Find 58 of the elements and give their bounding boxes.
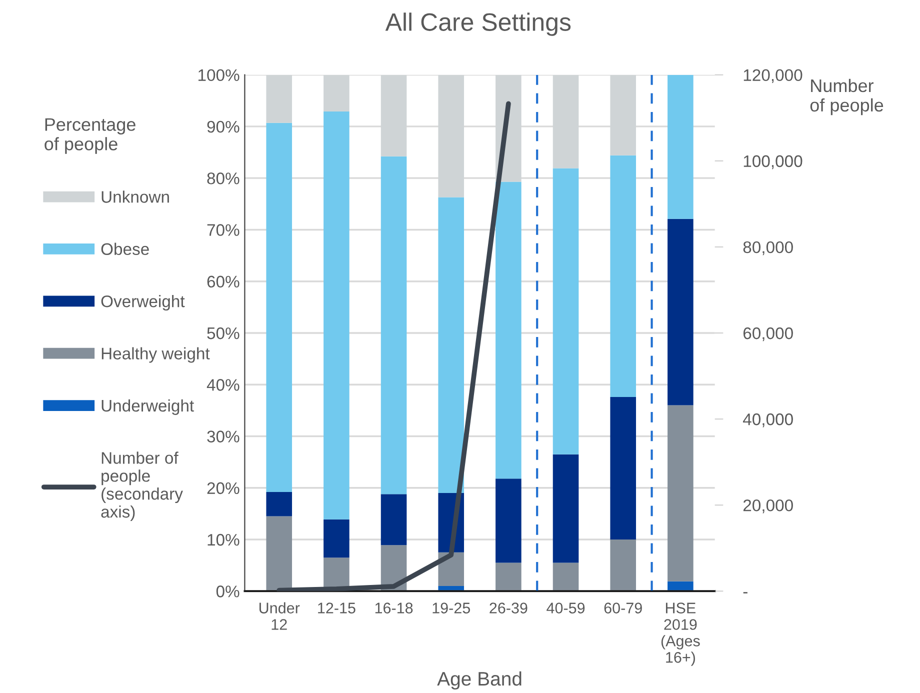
y2-tick-label: 120,000 [744,69,802,84]
y2-axis-title: Number of people [810,78,884,116]
y-tick-label: 20% [207,482,240,494]
bar [266,516,292,592]
x-tick-label: HSE 2019 (Ages 16+) [661,602,700,666]
y2-tick-label: 40,000 [743,413,793,428]
y-tick-label: 70% [207,224,240,236]
legend-label: Number of people (secondary axis) [101,452,183,521]
y2-tick-label: 20,000 [743,499,793,514]
legend-label: Healthy weight [102,347,210,363]
bar [552,454,579,563]
x-tick-label: Under 12 [259,602,300,630]
y-tick-label: 50% [207,327,240,340]
y2-tick-label: 80,000 [743,241,793,256]
bar [552,562,579,592]
y2-tick-label: 100,000 [744,155,802,170]
y-tick-label: 40% [206,379,240,391]
bar [610,155,636,398]
bar [496,562,522,592]
y2-tick-label: - [743,592,748,594]
bar [324,112,350,520]
y-tick-label: 100% [198,69,240,82]
bar [668,74,694,219]
x-tick-label: 19-25 [432,602,470,614]
y-tick-label: 80% [207,172,240,184]
y-tick-label: 0% [216,586,240,598]
y-tick-label: 90% [207,120,240,133]
bar [266,492,292,516]
y2-tick-label: 60,000 [743,327,793,342]
bar [552,168,579,454]
bar [610,397,636,540]
bar [380,494,407,546]
x-tick-label: 40-59 [546,602,585,614]
legend-label: Unknown [102,190,169,203]
x-axis-title: Age Band [437,671,522,690]
y-tick-label: 30% [207,430,240,442]
bar [496,478,522,563]
bar [496,182,522,479]
chart-title: All Care Settings [385,12,571,36]
bar [610,540,636,592]
y-tick-label: 10% [208,534,240,546]
bar [668,405,694,582]
legend-label: Overweight [101,295,185,311]
legend-label: Obese [101,242,149,256]
x-tick-label: 16-18 [375,602,413,614]
bar [380,156,407,494]
bar [324,519,350,558]
line-series [276,101,511,592]
legend-title: Percentage of people [44,118,136,154]
bar [668,218,694,406]
x-tick-label: 60-79 [604,602,642,614]
x-tick-label: 26-39 [490,602,528,614]
bar [438,197,464,494]
x-tick-label: 12-15 [318,602,356,614]
bar [438,552,464,586]
y-tick-label: 60% [207,276,240,288]
legend-label: Underweight [102,399,194,415]
bar [266,122,292,492]
